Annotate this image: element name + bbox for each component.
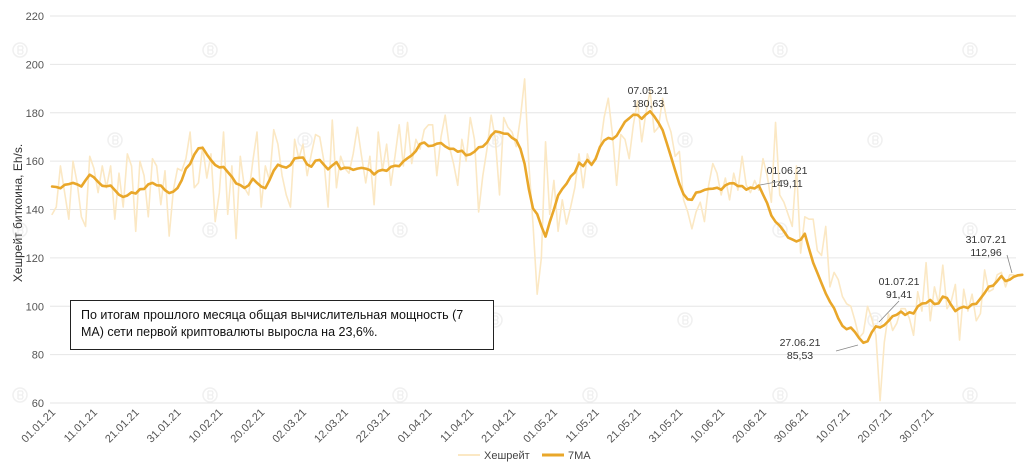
y-tick-label: 80	[32, 350, 44, 362]
x-tick-label: 01.01.21	[19, 407, 58, 446]
watermark-icon	[202, 222, 218, 238]
x-tick-label: 22.03.21	[354, 407, 393, 446]
note-box: По итогам прошлого месяца общая вычислит…	[70, 300, 494, 350]
watermark-icon	[772, 42, 788, 58]
watermark-icon	[582, 42, 598, 58]
x-tick-label: 21.04.21	[479, 407, 518, 446]
y-tick-label: 220	[26, 11, 44, 23]
y-tick-label: 140	[26, 205, 44, 217]
watermark-icon	[677, 312, 693, 328]
annotation-value: 91,41	[886, 289, 912, 301]
watermark-icon	[392, 387, 408, 403]
x-tick-label: 12.03.21	[312, 407, 351, 446]
watermark-icon	[202, 42, 218, 58]
y-axis-label: Хешрейт биткоина, Eh/s.	[11, 144, 25, 282]
x-tick-label: 30.06.21	[772, 407, 811, 446]
x-tick-label: 21.01.21	[103, 407, 142, 446]
series-line-7ma	[50, 110, 1024, 345]
annotation-date: 31.07.21	[966, 234, 1007, 246]
annotation-value: 85,53	[787, 350, 813, 362]
watermark-icon	[107, 132, 123, 148]
annotation-leader	[759, 179, 788, 186]
annotation-date: 01.07.21	[879, 276, 920, 288]
legend-item: Хешрейт	[458, 450, 530, 462]
x-tick-label: 31.05.21	[647, 407, 686, 446]
watermark-icon	[772, 387, 788, 403]
x-tick-label: 21.05.21	[605, 407, 644, 446]
watermark-icon	[202, 387, 218, 403]
y-tick-label: 160	[26, 156, 44, 168]
series-layer	[50, 78, 1024, 402]
legend-label: 7MA	[568, 450, 591, 462]
x-tick-label: 20.06.21	[730, 407, 769, 446]
annotation-date: 07.05.21	[628, 85, 669, 97]
annotation-value: 112,96	[970, 247, 1001, 259]
x-tick-label: 10.07.21	[814, 407, 853, 446]
x-tick-label: 20.02.21	[229, 407, 268, 446]
annotation-value: 149,11	[771, 178, 802, 190]
legend: Хешрейт 7MA	[458, 450, 591, 462]
watermark-icon	[962, 387, 978, 403]
x-tick-label: 20.07.21	[856, 407, 895, 446]
series-line-hashrate	[51, 78, 1015, 402]
x-tick-label: 11.01.21	[62, 407, 100, 445]
x-tick-label: 02.03.21	[270, 407, 309, 446]
annotation-leader	[1006, 254, 1013, 274]
watermark-icon	[12, 387, 28, 403]
x-tick-label: 11.05.21	[564, 407, 602, 445]
y-tick-label: 60	[32, 398, 44, 410]
x-tick-label: 31.01.21	[145, 407, 184, 446]
y-tick-label: 200	[26, 59, 44, 71]
watermark-icon	[582, 387, 598, 403]
x-tick-label: 01.04.21	[396, 407, 435, 446]
watermark-icon	[962, 42, 978, 58]
y-tick-label: 120	[26, 253, 44, 265]
watermark-icon	[392, 42, 408, 58]
x-tick-label: 01.05.21	[521, 407, 560, 446]
annotation-value: 180,63	[632, 98, 664, 110]
y-tick-label: 180	[26, 108, 44, 120]
x-tick-label: 10.02.21	[187, 407, 226, 446]
x-tick-label: 11.04.21	[438, 407, 476, 445]
legend-label: Хешрейт	[484, 450, 530, 462]
annotation-leader	[835, 344, 859, 352]
watermark-icon	[392, 222, 408, 238]
watermark-icon	[962, 222, 978, 238]
watermark-icon	[677, 132, 693, 148]
annotation-date: 27.06.21	[780, 337, 821, 349]
legend-item: 7MA	[542, 450, 591, 462]
watermark-icon	[12, 42, 28, 58]
watermark-icon	[582, 222, 598, 238]
x-axis-ticks: 01.01.21 11.01.21 21.01.21 31.01.21 10.02.21…	[19, 407, 936, 446]
x-tick-label: 10.06.21	[689, 407, 728, 446]
x-tick-label: 30.07.21	[898, 407, 937, 446]
watermark-icon	[12, 222, 28, 238]
annotation-date: 01.06.21	[767, 165, 808, 177]
y-axis-ticks: 60 80 100 120 140 160 180 200 220	[26, 11, 44, 410]
annotation-leader	[878, 300, 900, 323]
watermark-icon	[297, 132, 313, 148]
watermark-icon	[867, 132, 883, 148]
y-tick-label: 100	[26, 301, 44, 313]
